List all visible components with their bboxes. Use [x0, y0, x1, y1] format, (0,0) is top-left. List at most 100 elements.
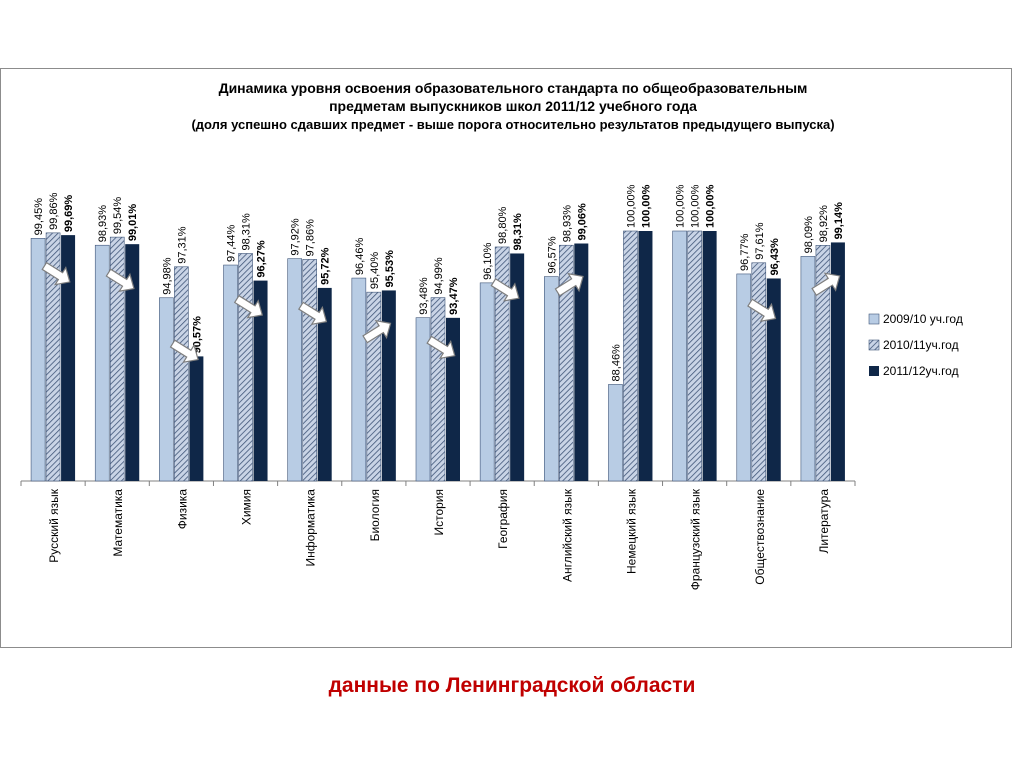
- category-label: Химия: [240, 489, 254, 525]
- bar-9-0: [608, 384, 623, 482]
- data-label: 100,00%: [640, 184, 652, 228]
- data-label: 93,48%: [418, 277, 430, 315]
- arrow-shape: [169, 339, 199, 364]
- trend-down-arrow-icon: [490, 278, 520, 302]
- legend-label: 2009/10 уч.год: [883, 312, 963, 326]
- bar-3-0: [223, 264, 238, 482]
- category-label: Биология: [368, 489, 382, 541]
- legend: 2009/10 уч.год 2010/11уч.год 2011/12уч.год: [868, 312, 963, 378]
- legend-label: 2010/11уч.год: [883, 338, 959, 352]
- category-label: География: [496, 489, 510, 549]
- data-label: 98,93%: [561, 205, 573, 243]
- bar-3-1: [238, 253, 253, 482]
- data-label: 88,46%: [610, 344, 622, 382]
- trend-up-arrow-icon: [362, 319, 392, 344]
- bar-1-2: [125, 244, 140, 481]
- arrow-shape: [554, 272, 584, 297]
- bar-4-1: [302, 259, 317, 482]
- bar-5-1: [366, 291, 382, 482]
- bar-6-0: [415, 317, 431, 482]
- bar-5-2: [381, 290, 396, 481]
- category-label: Немецкий язык: [624, 488, 638, 574]
- bar-12-0: [800, 256, 816, 482]
- data-label: 100,00%: [690, 184, 702, 228]
- category-label: Обществознание: [753, 489, 767, 585]
- data-label: 99,54%: [112, 197, 124, 235]
- chart-subtitle: (доля успешно сдавших предмет - выше пор…: [191, 117, 834, 132]
- bar-7-0: [479, 282, 495, 482]
- category-label: Русский язык: [47, 488, 61, 562]
- footer-caption: данные по Ленинградской области: [328, 674, 696, 697]
- bar-2-0: [159, 297, 174, 482]
- bar-10-1: [687, 230, 702, 482]
- bar-12-1: [815, 245, 831, 482]
- bar-6-2: [446, 317, 460, 481]
- bar-0-2: [61, 235, 76, 481]
- bar-11-2: [766, 278, 781, 481]
- data-label: 99,69%: [63, 195, 75, 233]
- data-label: 93,47%: [448, 277, 460, 315]
- data-label: 95,53%: [384, 250, 396, 288]
- legend-swatch: [869, 366, 879, 376]
- trend-down-arrow-icon: [105, 268, 135, 293]
- bar-4-0: [287, 258, 302, 482]
- data-label: 98,80%: [497, 206, 509, 244]
- bar-11-1: [751, 262, 767, 482]
- trend-down-arrow-icon: [747, 298, 777, 323]
- bar-0-0: [30, 238, 46, 482]
- legend-swatch: [868, 313, 880, 325]
- chart-frame: Динамика уровня освоения образовательног…: [0, 68, 1012, 648]
- bar-1-1: [109, 236, 125, 482]
- bar-9-1: [623, 230, 638, 482]
- arrow-shape: [41, 261, 71, 286]
- bar-12-2: [830, 242, 845, 481]
- trend-down-arrow-icon: [426, 335, 456, 360]
- data-label: 99,06%: [576, 203, 588, 241]
- data-label: 97,92%: [290, 218, 302, 256]
- category-label: Французский язык: [689, 488, 703, 590]
- data-label: 98,31%: [512, 213, 524, 251]
- arrow-shape: [490, 278, 520, 302]
- trend-down-arrow-icon: [233, 294, 264, 319]
- bar-3-2: [253, 280, 268, 481]
- category-label: Информатика: [304, 489, 318, 567]
- data-label: 98,09%: [803, 216, 815, 254]
- bar-8-1: [559, 244, 574, 482]
- data-label: 98,92%: [818, 205, 830, 243]
- arrow-shape: [426, 335, 456, 360]
- bar-6-1: [430, 297, 446, 482]
- data-label: 100,00%: [625, 184, 637, 228]
- data-label: 98,31%: [241, 213, 253, 251]
- arrow-shape: [105, 268, 135, 293]
- data-label: 97,44%: [226, 225, 238, 263]
- data-label: 95,40%: [369, 252, 381, 290]
- bar-5-0: [351, 277, 367, 482]
- data-label: 99,01%: [127, 204, 139, 242]
- category-label: Математика: [111, 489, 125, 557]
- bar-2-1: [174, 266, 189, 482]
- data-label: 96,57%: [546, 236, 558, 274]
- bar-0-1: [45, 232, 61, 482]
- data-label: 97,86%: [305, 219, 317, 257]
- category-label: Физика: [175, 489, 189, 530]
- data-label: 98,93%: [97, 205, 109, 243]
- data-label: 96,27%: [256, 240, 268, 278]
- bar-2-2: [189, 356, 204, 481]
- arrow-shape: [811, 272, 841, 297]
- trend-down-arrow-icon: [41, 261, 71, 286]
- trend-up-arrow-icon: [811, 272, 841, 297]
- arrow-shape: [362, 319, 392, 344]
- bar-7-1: [494, 246, 510, 482]
- bar-7-2: [510, 253, 525, 481]
- data-label: 99,45%: [33, 198, 45, 236]
- bar-1-0: [94, 244, 110, 482]
- data-label: 96,77%: [739, 233, 751, 271]
- chart-title-line-1: Динамика уровня освоения образовательног…: [219, 80, 808, 96]
- data-label: 90,57%: [191, 316, 203, 354]
- bar-9-2: [638, 231, 653, 481]
- arrow-shape: [233, 294, 264, 319]
- bar-10-0: [672, 230, 687, 482]
- data-label: 99,86%: [48, 192, 60, 230]
- trend-up-arrow-icon: [554, 272, 584, 297]
